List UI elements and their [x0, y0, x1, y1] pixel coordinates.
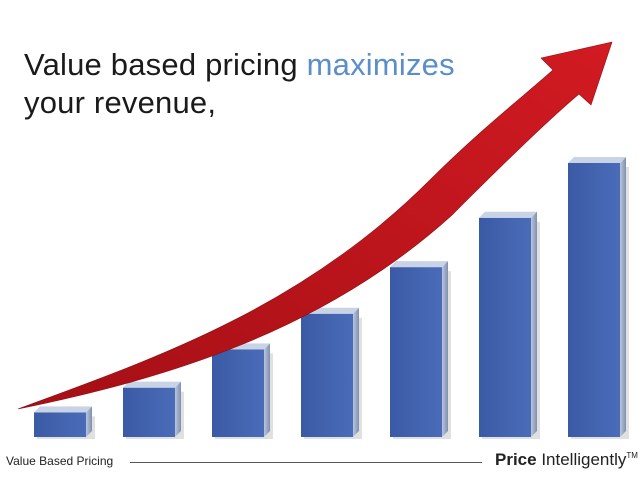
brand-regular: Intelligently: [536, 450, 627, 469]
growth-arrow: [17, 41, 613, 410]
bar-5: [390, 261, 451, 439]
bar-6: [479, 211, 540, 439]
slide-headline: Value based pricing maximizes your reven…: [24, 46, 494, 122]
bar-3: [212, 343, 273, 439]
bar-2: [123, 381, 184, 439]
brand-logo: Price IntelligentlyTM: [495, 450, 638, 470]
footer-label: Value Based Pricing: [6, 454, 114, 468]
headline-accent: maximizes: [306, 47, 455, 82]
headline-part1: Value based pricing: [24, 47, 307, 82]
headline-line2: your revenue,: [24, 85, 217, 120]
trademark-mark: TM: [626, 451, 638, 460]
bar-7: [568, 157, 629, 439]
footer-divider: [130, 462, 482, 463]
bar-4: [301, 307, 362, 439]
brand-bold: Price: [495, 450, 537, 469]
bars-group: [34, 157, 629, 439]
bar-1: [34, 406, 95, 439]
